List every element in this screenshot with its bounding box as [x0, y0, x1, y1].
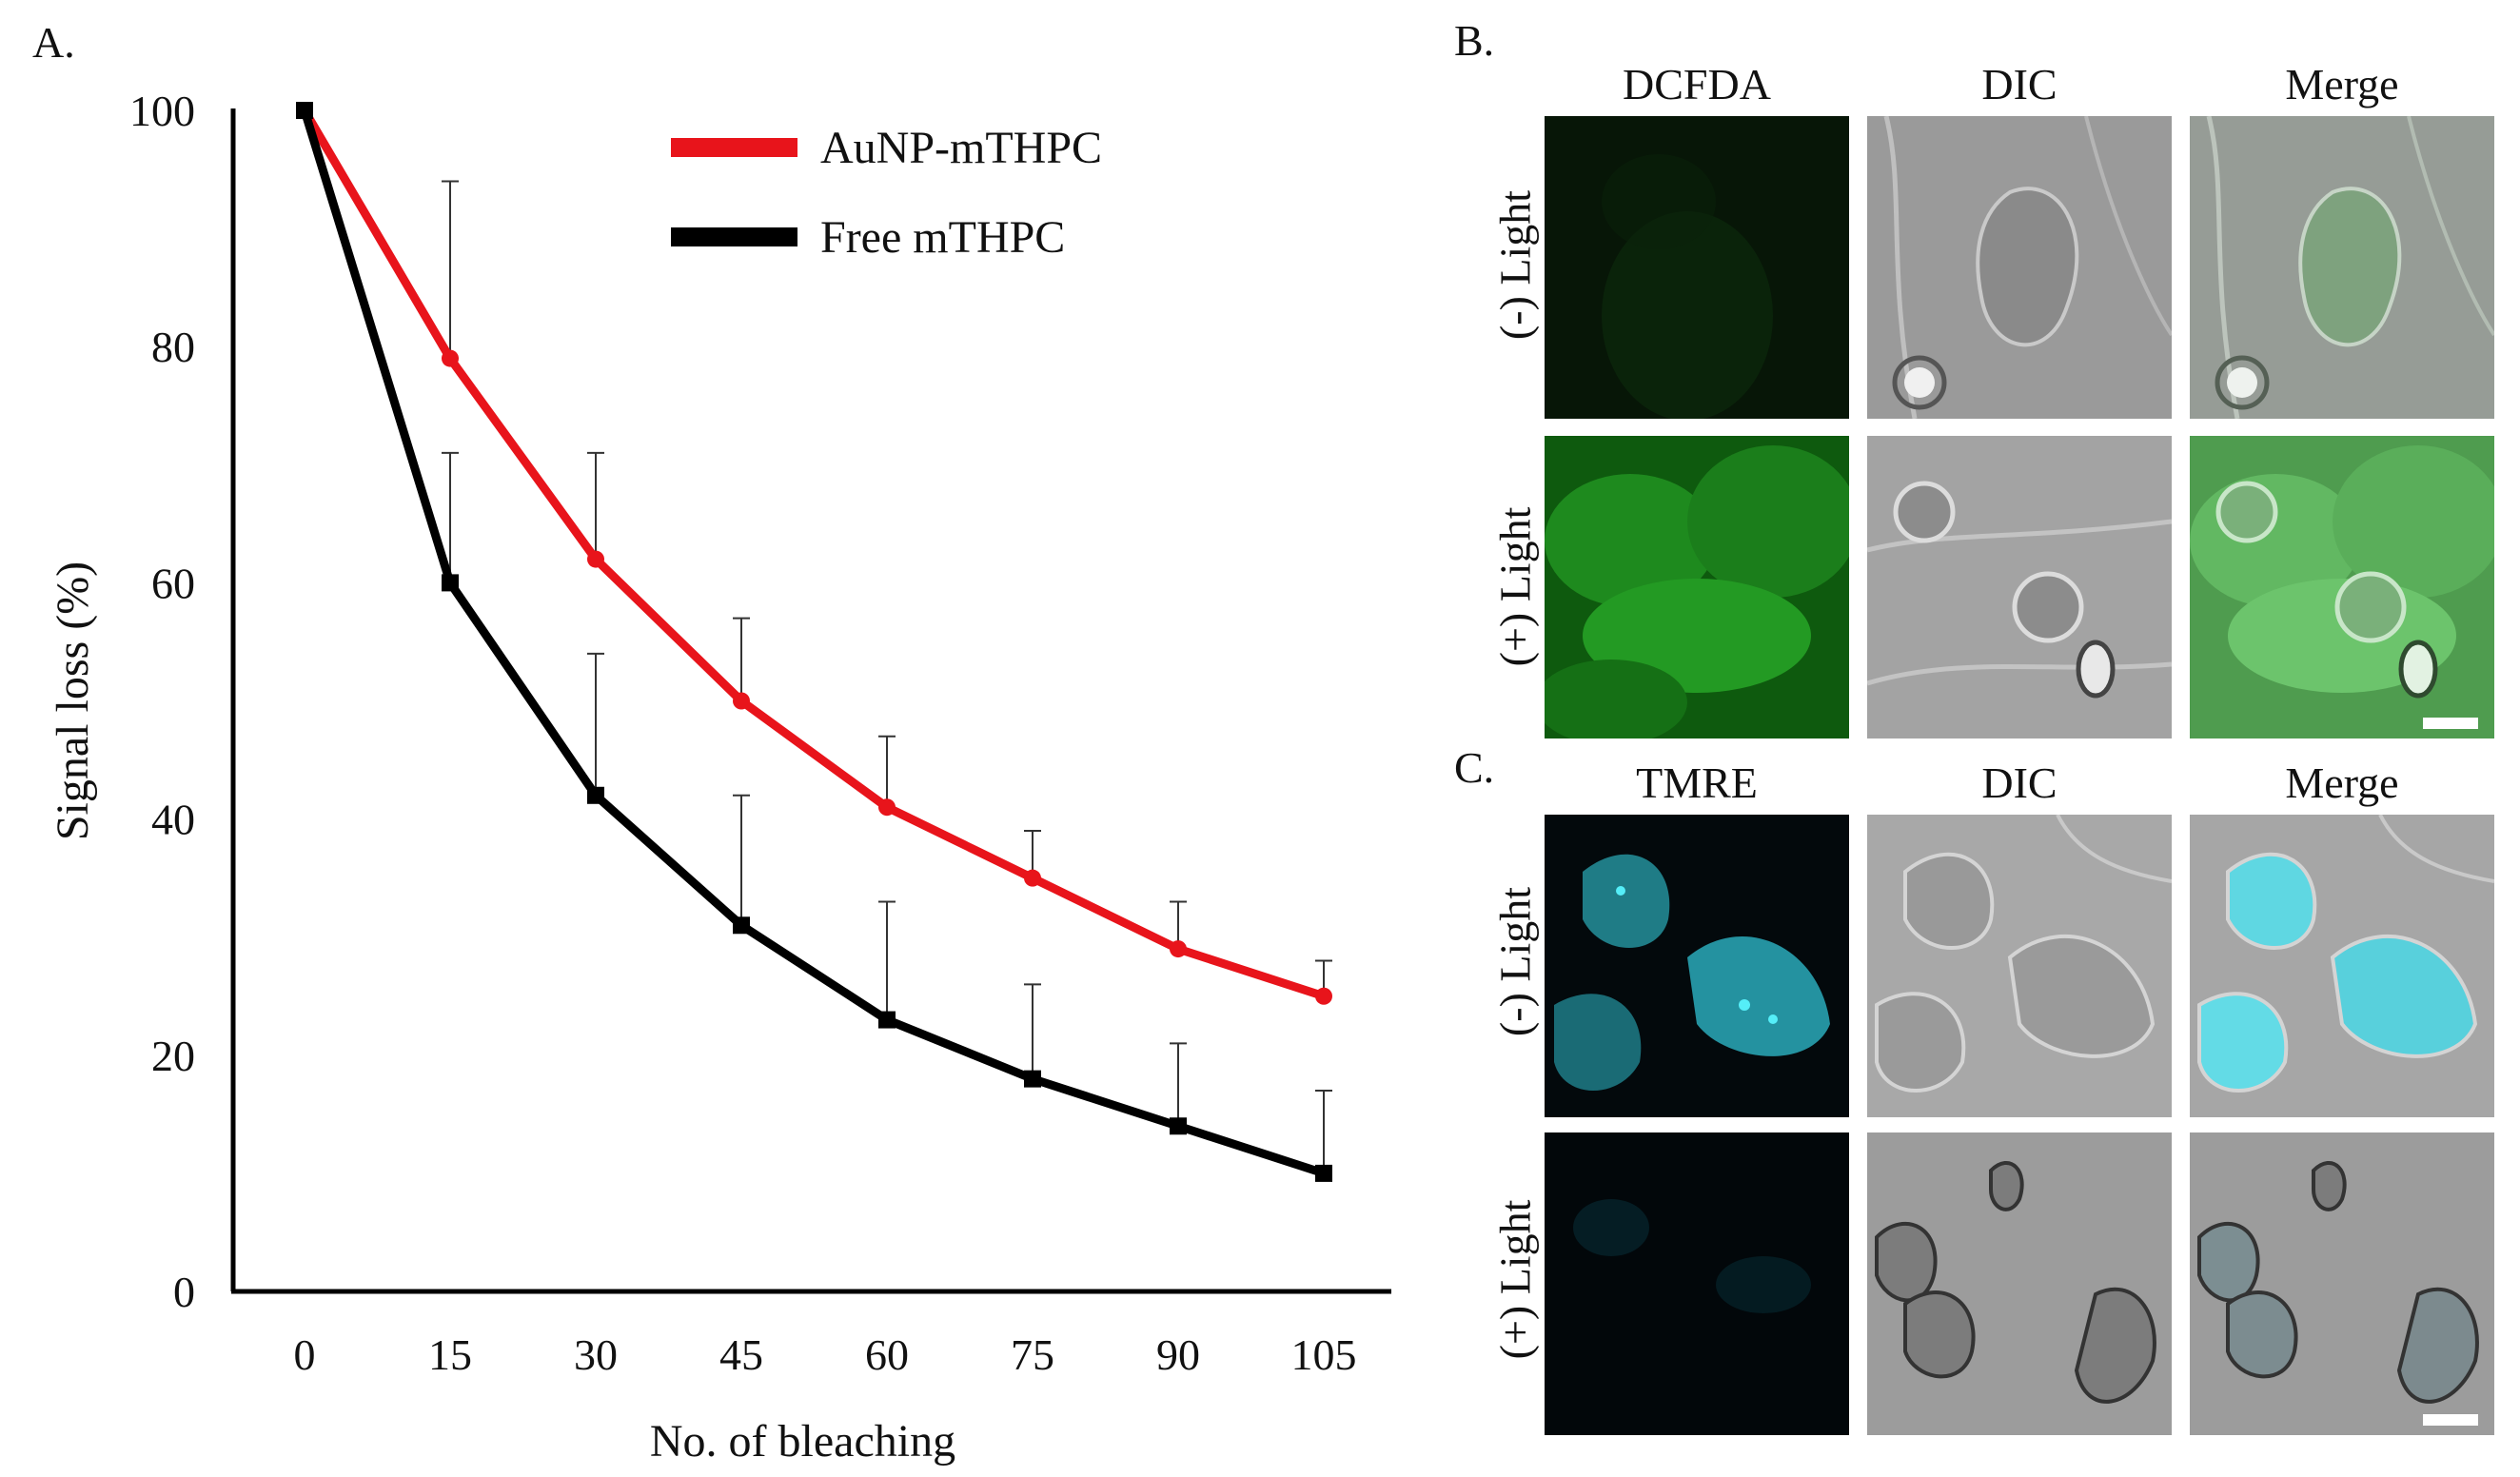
y-tick-label: 60: [151, 559, 195, 607]
panel-b-row-label-plus-light: (+) Light: [1490, 506, 1540, 667]
panel-b-row-label-minus-light: (-) Light: [1490, 189, 1540, 341]
series-line-free-mthpc: [300, 108, 1326, 1178]
micrograph-dic-plus-light-tmre: [1867, 1132, 2172, 1435]
micrograph-merge-plus-light: [2190, 436, 2494, 738]
x-tick-label: 0: [294, 1330, 316, 1379]
panel-c-row-label-plus-light: (+) Light: [1490, 1199, 1540, 1360]
data-point-free-mthpc: [1024, 1070, 1041, 1088]
data-point-aunp-mthpc: [442, 349, 459, 367]
series-line-aunp-mthpc: [301, 108, 1326, 1001]
data-point-aunp-mthpc: [733, 692, 750, 710]
data-point-aunp-mthpc: [587, 550, 604, 568]
panel-c-row-label-minus-light: (-) Light: [1490, 886, 1540, 1037]
data-point-free-mthpc: [296, 102, 313, 119]
micrograph-tmre-plus-light: [1545, 1132, 1849, 1435]
scale-bar-panel-c: [2423, 1414, 2478, 1426]
panel-label-a: A.: [32, 18, 75, 67]
panel-label-c: C.: [1454, 743, 1495, 792]
x-tick-label: 105: [1291, 1330, 1357, 1379]
y-tick-label: 40: [151, 796, 195, 844]
scale-bar-panel-b: [2423, 718, 2478, 729]
panel-b-column-header-dic: DIC: [1981, 60, 2057, 108]
data-point-aunp-mthpc: [1315, 987, 1332, 1005]
data-point-aunp-mthpc: [878, 798, 896, 817]
x-tick-label: 90: [1156, 1330, 1200, 1379]
micrograph-merge-plus-light-tmre: [2190, 1132, 2494, 1435]
micrograph-dcfda-minus-light: [1545, 116, 1849, 419]
micrograph-tmre-minus-light: [1545, 815, 1849, 1117]
y-tick-label: 0: [173, 1268, 195, 1316]
panel-c-column-header-merge: Merge: [2285, 758, 2399, 807]
micrograph-dcfda-plus-light: [1545, 436, 1849, 738]
legend-label-aunp-mthpc: AuNP-mTHPC: [820, 123, 1102, 173]
data-point-free-mthpc: [442, 574, 459, 592]
x-tick-label: 60: [865, 1330, 909, 1379]
line-chart: 0 20 40 60 80 100 0 15 30 45 60 75 90 105 No. of bleac…: [48, 87, 1391, 1467]
data-point-free-mthpc: [1170, 1117, 1187, 1135]
x-tick-label: 15: [428, 1330, 472, 1379]
panel-c-column-header-tmre: TMRE: [1636, 758, 1758, 807]
micrograph-merge-minus-light-tmre: [2190, 815, 2494, 1117]
panel-b-column-header-dcfda: DCFDA: [1623, 60, 1771, 108]
micrograph-dic-minus-light: [1867, 116, 2172, 419]
x-tick-label: 30: [574, 1330, 618, 1379]
data-point-free-mthpc: [878, 1011, 896, 1029]
data-point-free-mthpc: [587, 786, 604, 804]
micrograph-merge-minus-light: [2190, 116, 2494, 419]
y-tick-label: 20: [151, 1032, 195, 1080]
data-point-aunp-mthpc: [1170, 940, 1187, 958]
data-point-free-mthpc: [733, 916, 750, 935]
x-axis-label: No. of bleaching: [650, 1416, 955, 1467]
y-axis-label: Signal loss (%): [48, 561, 98, 840]
panel-b-column-header-merge: Merge: [2285, 60, 2399, 108]
data-point-aunp-mthpc: [1024, 869, 1041, 887]
micrograph-dic-minus-light-tmre: [1867, 815, 2172, 1117]
x-tick-label: 45: [719, 1330, 763, 1379]
micrograph-dic-plus-light: [1867, 436, 2172, 738]
panel-label-b: B.: [1454, 16, 1495, 65]
y-tick-label: 80: [151, 323, 195, 371]
legend-label-free-mthpc: Free mTHPC: [820, 212, 1065, 263]
data-point-free-mthpc: [1315, 1164, 1332, 1182]
panel-c-column-header-dic: DIC: [1981, 758, 2057, 807]
y-tick-label: 100: [129, 87, 195, 135]
x-tick-label: 75: [1011, 1330, 1054, 1379]
